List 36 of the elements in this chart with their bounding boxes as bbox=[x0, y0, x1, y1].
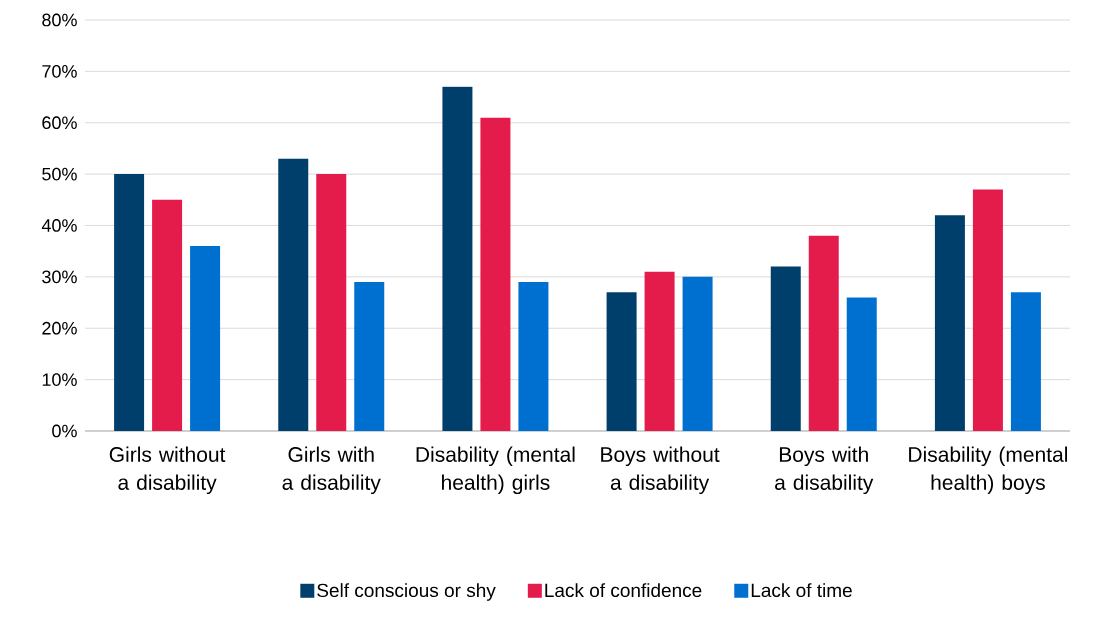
bar bbox=[518, 282, 549, 431]
x-tick-label: Boys with a disability bbox=[775, 446, 874, 495]
y-tick-label: 70% bbox=[42, 64, 77, 78]
bar bbox=[480, 117, 511, 431]
x-tick-label: Girls without a disability bbox=[109, 446, 226, 495]
y-tick-label: 40% bbox=[41, 219, 77, 232]
bar bbox=[114, 174, 145, 431]
bar bbox=[1010, 292, 1041, 431]
legend-label: Self conscious or shy bbox=[317, 583, 496, 601]
bar bbox=[934, 215, 965, 431]
bar bbox=[682, 276, 713, 431]
bar bbox=[808, 235, 839, 431]
bar bbox=[190, 246, 221, 431]
y-tick-label: 80% bbox=[42, 13, 77, 27]
legend-label: Lack of confidence bbox=[545, 583, 702, 598]
bar bbox=[278, 158, 309, 431]
legend-label: Lack of time bbox=[751, 583, 852, 598]
bar bbox=[354, 282, 385, 431]
y-tick-label: 20% bbox=[42, 321, 77, 335]
y-tick-label: 0% bbox=[52, 424, 77, 438]
bar bbox=[152, 199, 183, 431]
y-tick-label: 10% bbox=[42, 373, 77, 386]
bar bbox=[770, 266, 801, 431]
bar bbox=[644, 271, 675, 431]
bar bbox=[972, 189, 1003, 431]
y-tick-label: 30% bbox=[42, 270, 77, 284]
bar bbox=[316, 174, 347, 431]
x-tick-label: Girls with a disability bbox=[282, 446, 381, 495]
bar bbox=[606, 292, 637, 431]
x-tick-label: Disability (mental health) boys bbox=[909, 446, 1067, 495]
x-tick-label: Boys without a disability bbox=[601, 446, 720, 495]
bar bbox=[846, 297, 877, 431]
x-tick-label: Disability (mental health) girls bbox=[416, 446, 575, 495]
bar bbox=[442, 86, 473, 431]
y-tick-label: 60% bbox=[42, 116, 77, 130]
y-tick-label: 50% bbox=[42, 167, 77, 181]
